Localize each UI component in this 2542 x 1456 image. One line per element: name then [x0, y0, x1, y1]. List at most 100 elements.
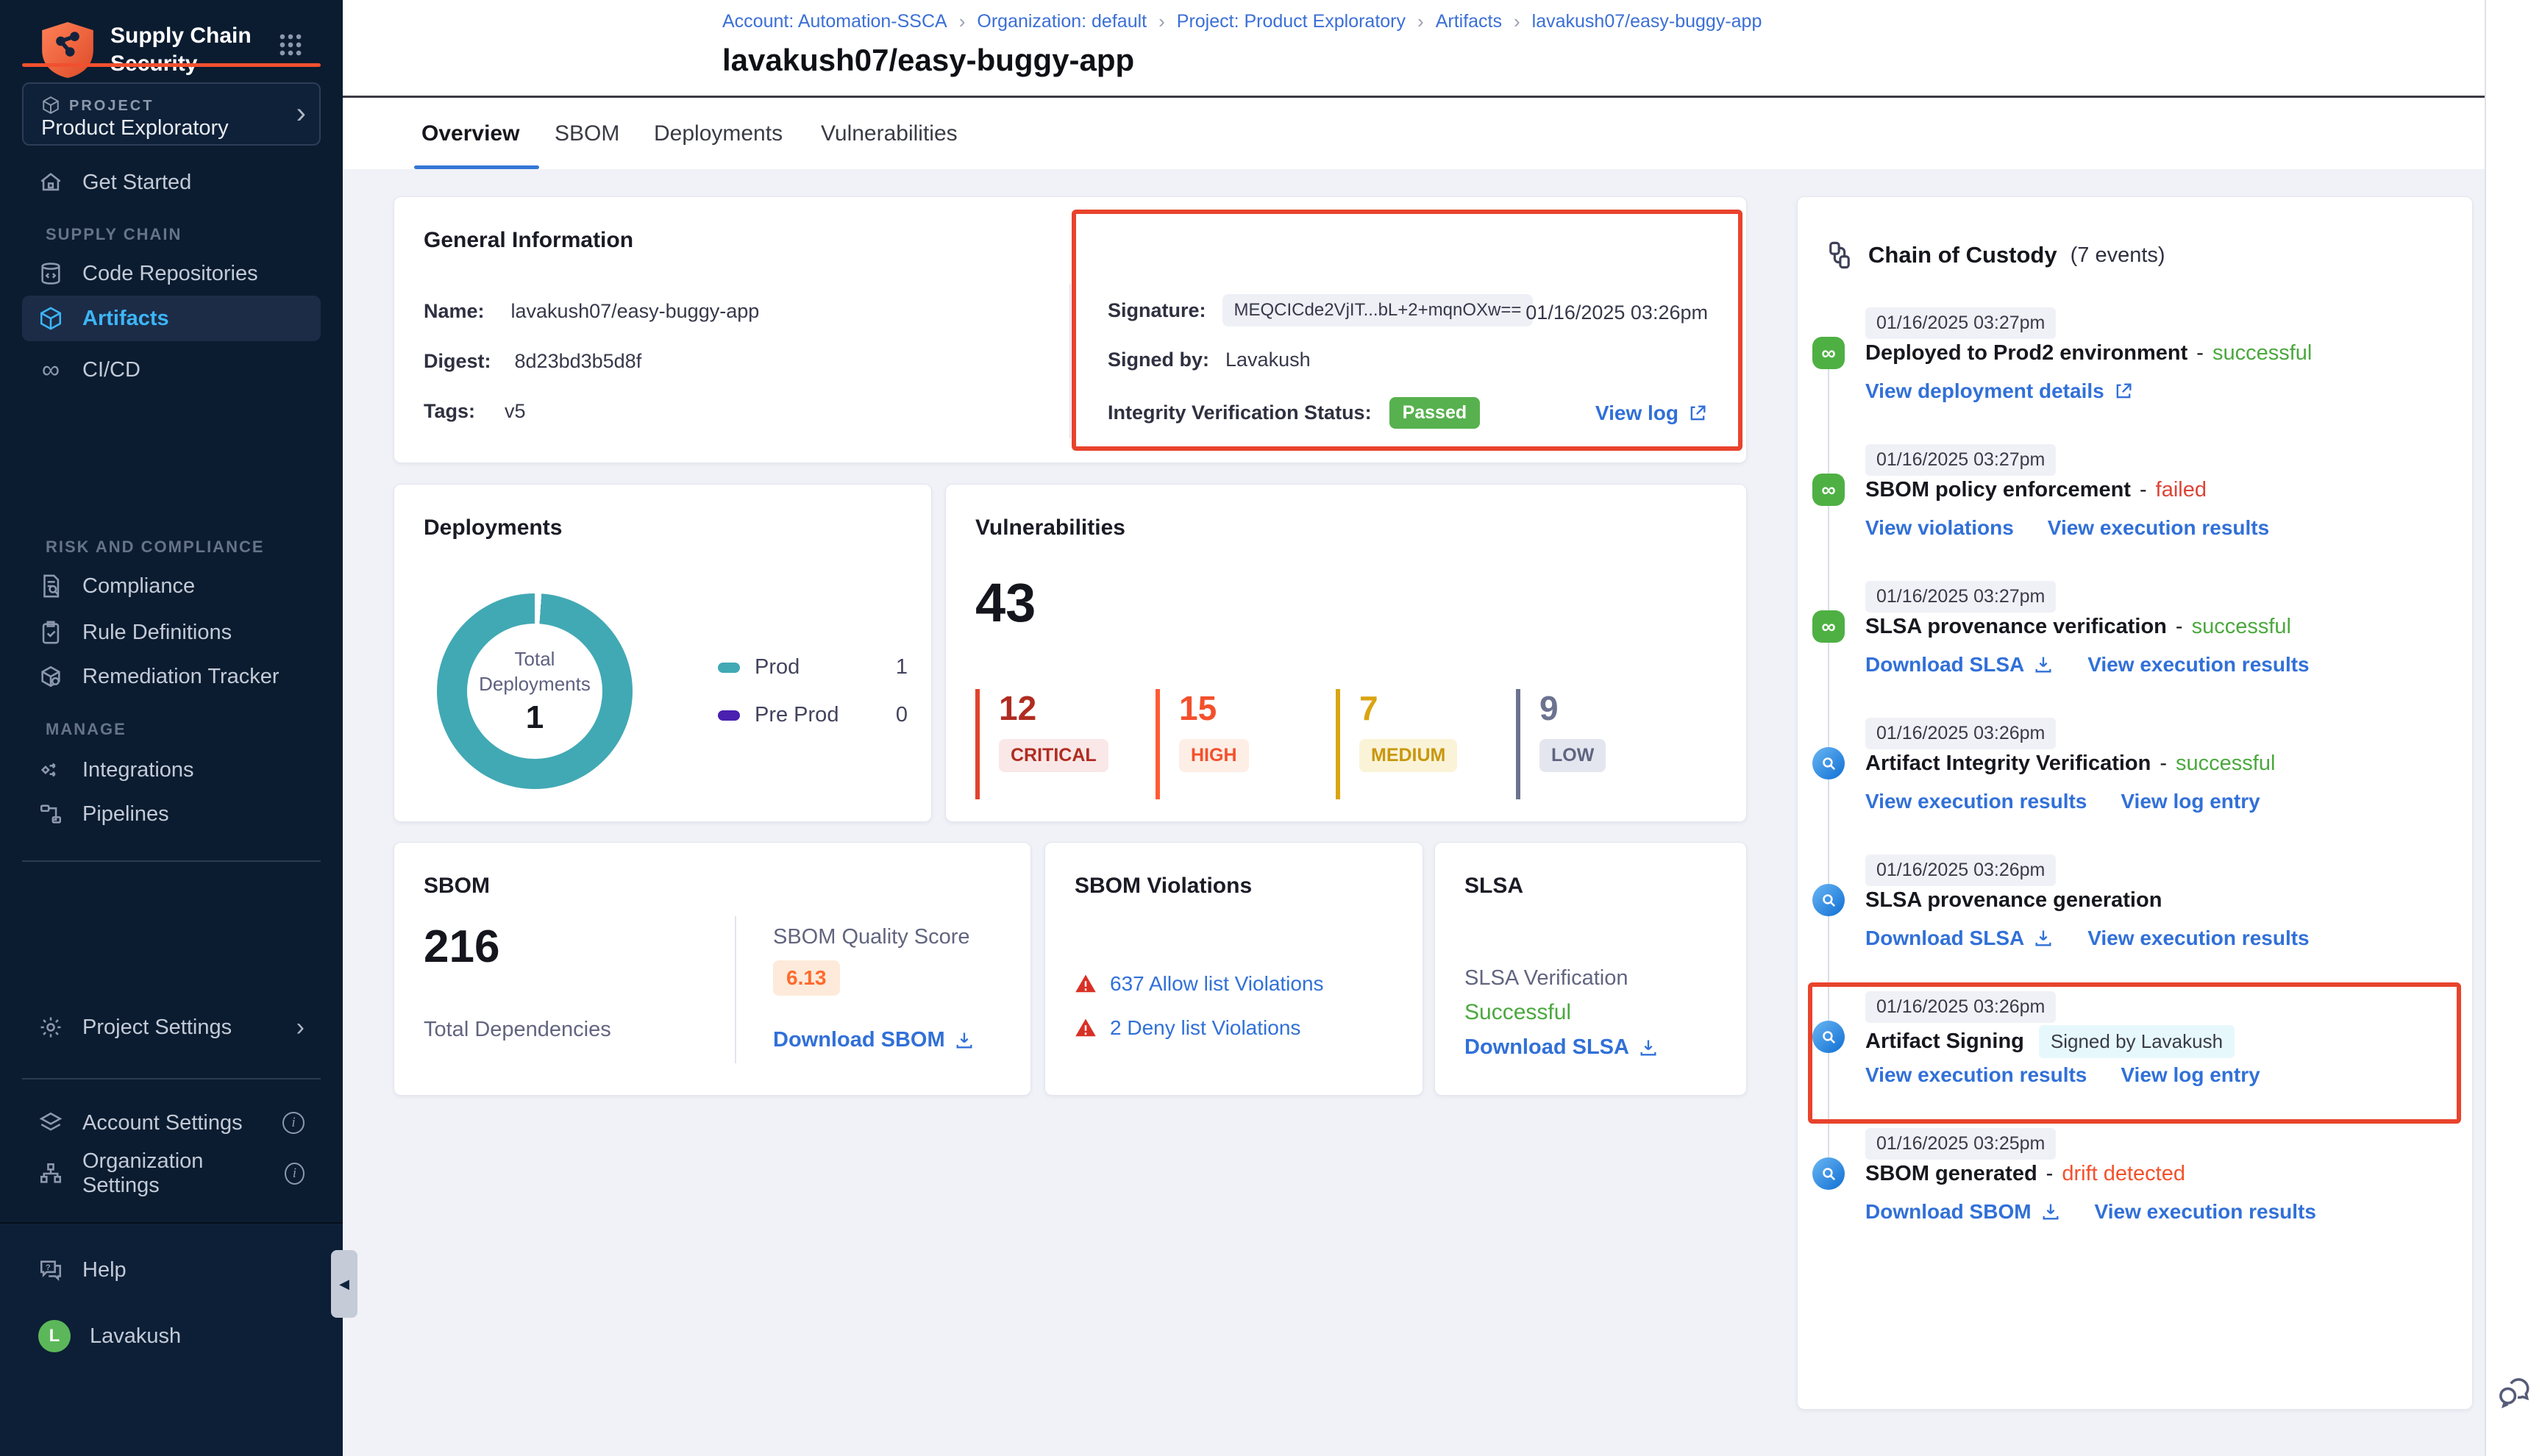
event-timestamp: 01/16/2025 03:25pm: [1865, 1128, 2057, 1160]
compliance-document-icon: [38, 574, 63, 599]
tab-vulnerabilities[interactable]: Vulnerabilities: [821, 121, 958, 146]
sidebar-divider: [22, 1078, 321, 1079]
sidebar-item-code-repositories[interactable]: Code Repositories: [22, 251, 321, 296]
legend-count: 0: [895, 703, 908, 727]
sidebar-item-label: Integrations: [82, 757, 194, 782]
tab-overview[interactable]: Overview: [421, 121, 520, 146]
tab-sbom[interactable]: SBOM: [555, 121, 620, 146]
event-title-row: Deployed to Prod2 environment - successf…: [1865, 341, 2313, 365]
sidebar-collapse-handle[interactable]: ◀: [331, 1250, 357, 1318]
severity-medium: 7 MEDIUM: [1336, 689, 1458, 799]
event-links: View deployment details: [1865, 379, 2134, 403]
legend-label: Pre Prod: [755, 703, 839, 727]
view-deployment-details-link[interactable]: View deployment details: [1865, 379, 2134, 403]
view-execution-results-link[interactable]: View execution results: [2087, 927, 2310, 949]
cd-module-icon: ∞: [1812, 610, 1845, 643]
top-header: Account: Automation-SSCA › Organization:…: [343, 0, 2485, 98]
integrity-status-badge: Passed: [1389, 397, 1481, 429]
view-log-entry-link[interactable]: View log entry: [2121, 1063, 2260, 1086]
view-log-link[interactable]: View log: [1595, 402, 1708, 425]
allow-list-row: 637 Allow list Violations: [1075, 972, 1324, 996]
event-status: failed: [2155, 478, 2207, 502]
breadcrumb-account[interactable]: Account: Automation-SSCA: [722, 11, 947, 32]
critical-badge: CRITICAL: [999, 739, 1108, 772]
sidebar-item-label: Artifacts: [82, 306, 169, 330]
view-execution-results-link[interactable]: View execution results: [1865, 1063, 2087, 1086]
pre-prod-swatch: [718, 710, 740, 721]
card-title: SBOM: [424, 874, 490, 898]
view-violations-link[interactable]: View violations: [1865, 516, 2014, 539]
download-slsa-link[interactable]: Download SLSA: [1464, 1035, 1659, 1060]
app-switcher-grid-icon[interactable]: [277, 31, 305, 59]
sidebar-item-organization-settings[interactable]: Organization Settings i: [22, 1149, 321, 1197]
download-sbom-link[interactable]: Download SBOM: [1865, 1200, 2061, 1224]
event-status: successful: [2176, 752, 2276, 775]
breadcrumb-current[interactable]: lavakush07/easy-buggy-app: [1531, 11, 1762, 32]
signature-label: Signature:: [1108, 299, 1206, 321]
event-timestamp: 01/16/2025 03:26pm: [1865, 991, 2057, 1023]
view-execution-results-link[interactable]: View execution results: [1865, 790, 2087, 813]
deny-list-violations-link[interactable]: 2 Deny list Violations: [1110, 1016, 1301, 1039]
external-link-icon: [2116, 383, 2132, 399]
sbom-violations-card: SBOM Violations 637 Allow list Violation…: [1044, 842, 1423, 1096]
app-logo-shield-icon: [42, 22, 93, 78]
project-selector[interactable]: PROJECT Product Exploratory ›: [22, 82, 321, 146]
user-name: Lavakush: [90, 1324, 182, 1348]
info-icon: i: [282, 1112, 305, 1134]
signature-timestamp: 01/16/2025 03:26pm: [1525, 301, 1708, 324]
download-slsa-link[interactable]: Download SLSA: [1865, 927, 2054, 950]
digest-value: 8d23bd3b5d8f: [514, 350, 642, 372]
brand-divider: [22, 63, 321, 67]
sidebar-item-cicd[interactable]: ∞ CI/CD: [22, 347, 321, 393]
name-row: Name: lavakush07/easy-buggy-app: [424, 300, 759, 323]
sidebar: Supply Chain Security PROJECT Product Ex…: [0, 0, 343, 1456]
severity-critical: 12 CRITICAL: [975, 689, 1108, 799]
view-execution-results-link[interactable]: View execution results: [2047, 516, 2270, 539]
signature-value[interactable]: MEQCICde2VjIT...bL+2+mqnOXw==: [1222, 294, 1534, 326]
event-title-row: SBOM policy enforcement - failed: [1865, 478, 2207, 502]
chain-of-custody-header: Chain of Custody (7 events): [1824, 240, 2165, 271]
sbom-quality-label: SBOM Quality Score: [773, 925, 970, 949]
medium-count: 7: [1359, 689, 1378, 727]
sidebar-item-label: CI/CD: [82, 357, 140, 382]
view-execution-results-link[interactable]: View execution results: [2087, 653, 2310, 676]
sidebar-item-rule-definitions[interactable]: Rule Definitions: [22, 610, 321, 655]
right-panel-strip: [2485, 0, 2542, 1456]
prod-swatch: [718, 662, 740, 673]
code-repository-icon: [38, 261, 63, 286]
event-links: View violations View execution results: [1865, 516, 2269, 540]
allow-list-violations-link[interactable]: 637 Allow list Violations: [1110, 972, 1324, 995]
sidebar-item-artifacts[interactable]: Artifacts: [22, 296, 321, 341]
view-log-entry-link[interactable]: View log entry: [2121, 790, 2260, 813]
download-slsa-link[interactable]: Download SLSA: [1865, 653, 2054, 677]
sidebar-user[interactable]: L Lavakush: [22, 1313, 321, 1359]
digest-row: Digest: 8d23bd3b5d8f: [424, 350, 641, 373]
view-execution-results-link[interactable]: View execution results: [2094, 1200, 2316, 1223]
breadcrumb-project[interactable]: Project: Product Exploratory: [1176, 11, 1406, 32]
tab-deployments[interactable]: Deployments: [654, 121, 783, 146]
breadcrumb-artifacts[interactable]: Artifacts: [1435, 11, 1502, 32]
breadcrumb-organization[interactable]: Organization: default: [977, 11, 1147, 32]
sidebar-item-compliance[interactable]: Compliance: [22, 563, 321, 609]
chevron-right-icon: ›: [296, 97, 306, 129]
vulnerabilities-card: Vulnerabilities 43 12 CRITICAL 15 HIGH 7…: [945, 484, 1747, 822]
sidebar-item-project-settings[interactable]: Project Settings ›: [22, 1004, 321, 1050]
sidebar-item-integrations[interactable]: Integrations: [22, 747, 321, 793]
download-sbom-link[interactable]: Download SBOM: [773, 1028, 975, 1052]
sidebar-item-account-settings[interactable]: Account Settings i: [22, 1100, 321, 1146]
event-timestamp: 01/16/2025 03:26pm: [1865, 718, 2057, 749]
ssca-module-icon: [1812, 747, 1845, 779]
chat-support-icon[interactable]: [2496, 1374, 2533, 1410]
event-links: View execution results View log entry: [1865, 1063, 2260, 1087]
sidebar-item-get-started[interactable]: Get Started: [22, 160, 321, 205]
sidebar-item-pipelines[interactable]: Pipelines: [22, 791, 321, 837]
sidebar-item-remediation-tracker[interactable]: Remediation Tracker: [22, 654, 321, 699]
collapse-arrow-icon: ◀: [339, 1276, 349, 1291]
magnifier-icon: [1823, 894, 1836, 907]
severity-low: 9 LOW: [1516, 689, 1606, 799]
cd-module-icon: ∞: [1812, 337, 1845, 369]
magnifier-icon: [1823, 757, 1836, 771]
event-title-row: Artifact Integrity Verification - succes…: [1865, 752, 2276, 775]
sidebar-item-help[interactable]: ? Help: [22, 1247, 321, 1293]
